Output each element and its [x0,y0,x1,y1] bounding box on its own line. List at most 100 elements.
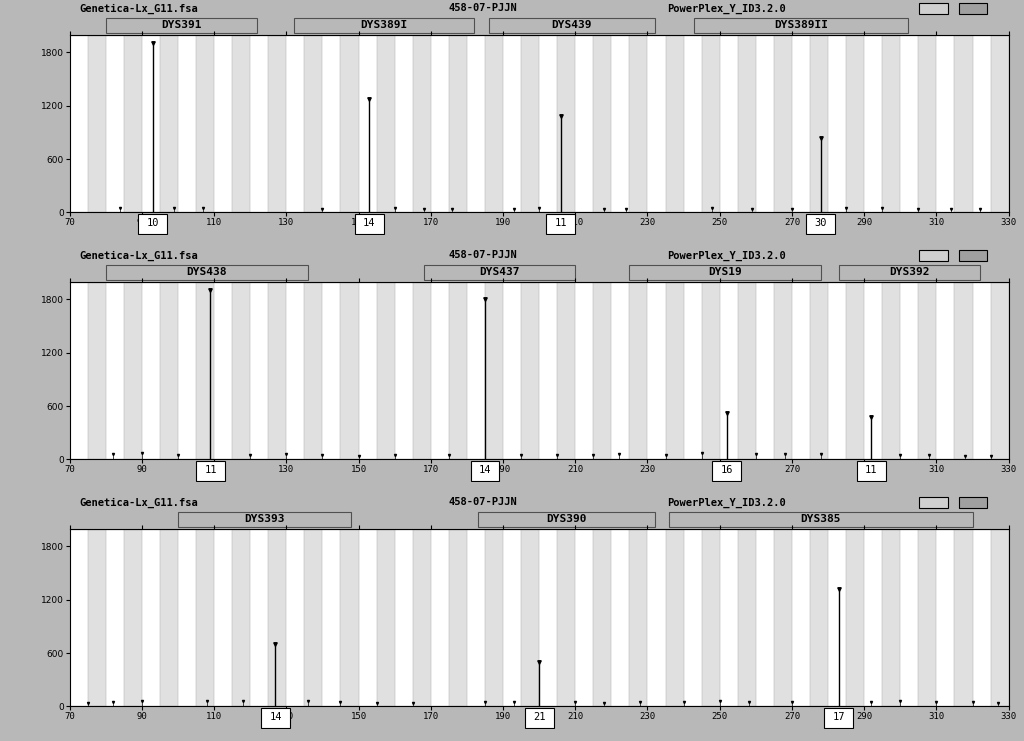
Bar [105,19,257,33]
Bar [824,708,853,728]
Bar [958,250,987,261]
Bar [355,213,384,233]
Bar [268,282,287,459]
Bar [669,512,973,527]
Bar [449,528,467,706]
Bar [524,708,554,728]
Text: 14: 14 [478,465,492,475]
Bar [341,528,358,706]
Bar [630,265,821,280]
Bar [488,19,654,33]
Bar [954,35,973,213]
Bar [304,528,323,706]
Bar [557,35,575,213]
Bar [701,282,720,459]
Bar [630,528,647,706]
Bar [919,282,936,459]
Bar [485,35,503,213]
Bar [630,282,647,459]
Bar [593,282,611,459]
Bar [341,35,358,213]
Bar [547,213,575,233]
Text: DYS392: DYS392 [889,267,930,277]
Bar [701,528,720,706]
Text: 458-07-PJJN: 458-07-PJJN [449,497,517,508]
Text: PowerPlex_Y_ID3.2.0: PowerPlex_Y_ID3.2.0 [668,3,786,13]
Bar [630,35,647,213]
Bar [954,528,973,706]
Bar [196,528,214,706]
Bar [883,282,900,459]
Bar [124,282,142,459]
Bar [88,35,105,213]
Bar [920,497,947,508]
Bar [774,528,792,706]
Bar [737,528,756,706]
Text: 458-07-PJJN: 458-07-PJJN [449,250,517,260]
Bar [958,3,987,14]
Text: PowerPlex_Y_ID3.2.0: PowerPlex_Y_ID3.2.0 [668,250,786,261]
Bar [377,282,394,459]
Bar [593,528,611,706]
Bar [990,35,1009,213]
Text: 21: 21 [532,712,546,722]
Bar [304,35,323,213]
Bar [449,282,467,459]
Bar [990,282,1009,459]
Text: Genetica-Lx_G11.fsa: Genetica-Lx_G11.fsa [79,3,198,13]
Bar [268,35,287,213]
Bar [485,282,503,459]
Bar [88,528,105,706]
Bar [737,35,756,213]
Text: 17: 17 [833,712,845,722]
Bar [557,528,575,706]
Text: 14: 14 [364,218,376,228]
Text: DYS438: DYS438 [186,267,227,277]
Bar [178,512,351,527]
Bar [713,461,741,481]
Bar [377,528,394,706]
Bar [138,213,167,233]
Bar [105,265,308,280]
Bar [846,528,864,706]
Bar [920,3,947,14]
Bar [232,528,250,706]
Bar [261,708,290,728]
Bar [666,282,684,459]
Bar [160,35,178,213]
Bar [124,35,142,213]
Bar [846,35,864,213]
Bar [810,35,828,213]
Bar [919,528,936,706]
Bar [124,528,142,706]
Text: PowerPlex_Y_ID3.2.0: PowerPlex_Y_ID3.2.0 [668,497,786,508]
Bar [232,35,250,213]
Text: DYS391: DYS391 [162,20,202,30]
Bar [485,528,503,706]
Text: 16: 16 [721,465,733,475]
Bar [196,35,214,213]
Bar [268,528,287,706]
Bar [958,497,987,508]
Bar [377,35,394,213]
Text: DYS437: DYS437 [479,267,519,277]
Text: DYS393: DYS393 [245,514,285,524]
Bar [774,35,792,213]
Bar [341,282,358,459]
Bar [846,282,864,459]
Bar [990,528,1009,706]
Bar [160,528,178,706]
Bar [737,282,756,459]
Text: DYS389II: DYS389II [774,20,828,30]
Bar [883,528,900,706]
Text: 14: 14 [269,712,282,722]
Bar [810,528,828,706]
Bar [413,35,431,213]
Bar [413,282,431,459]
Bar [774,282,792,459]
Text: DYS19: DYS19 [709,267,742,277]
Bar [666,35,684,213]
Bar [557,282,575,459]
Bar [857,461,886,481]
Bar [839,265,980,280]
